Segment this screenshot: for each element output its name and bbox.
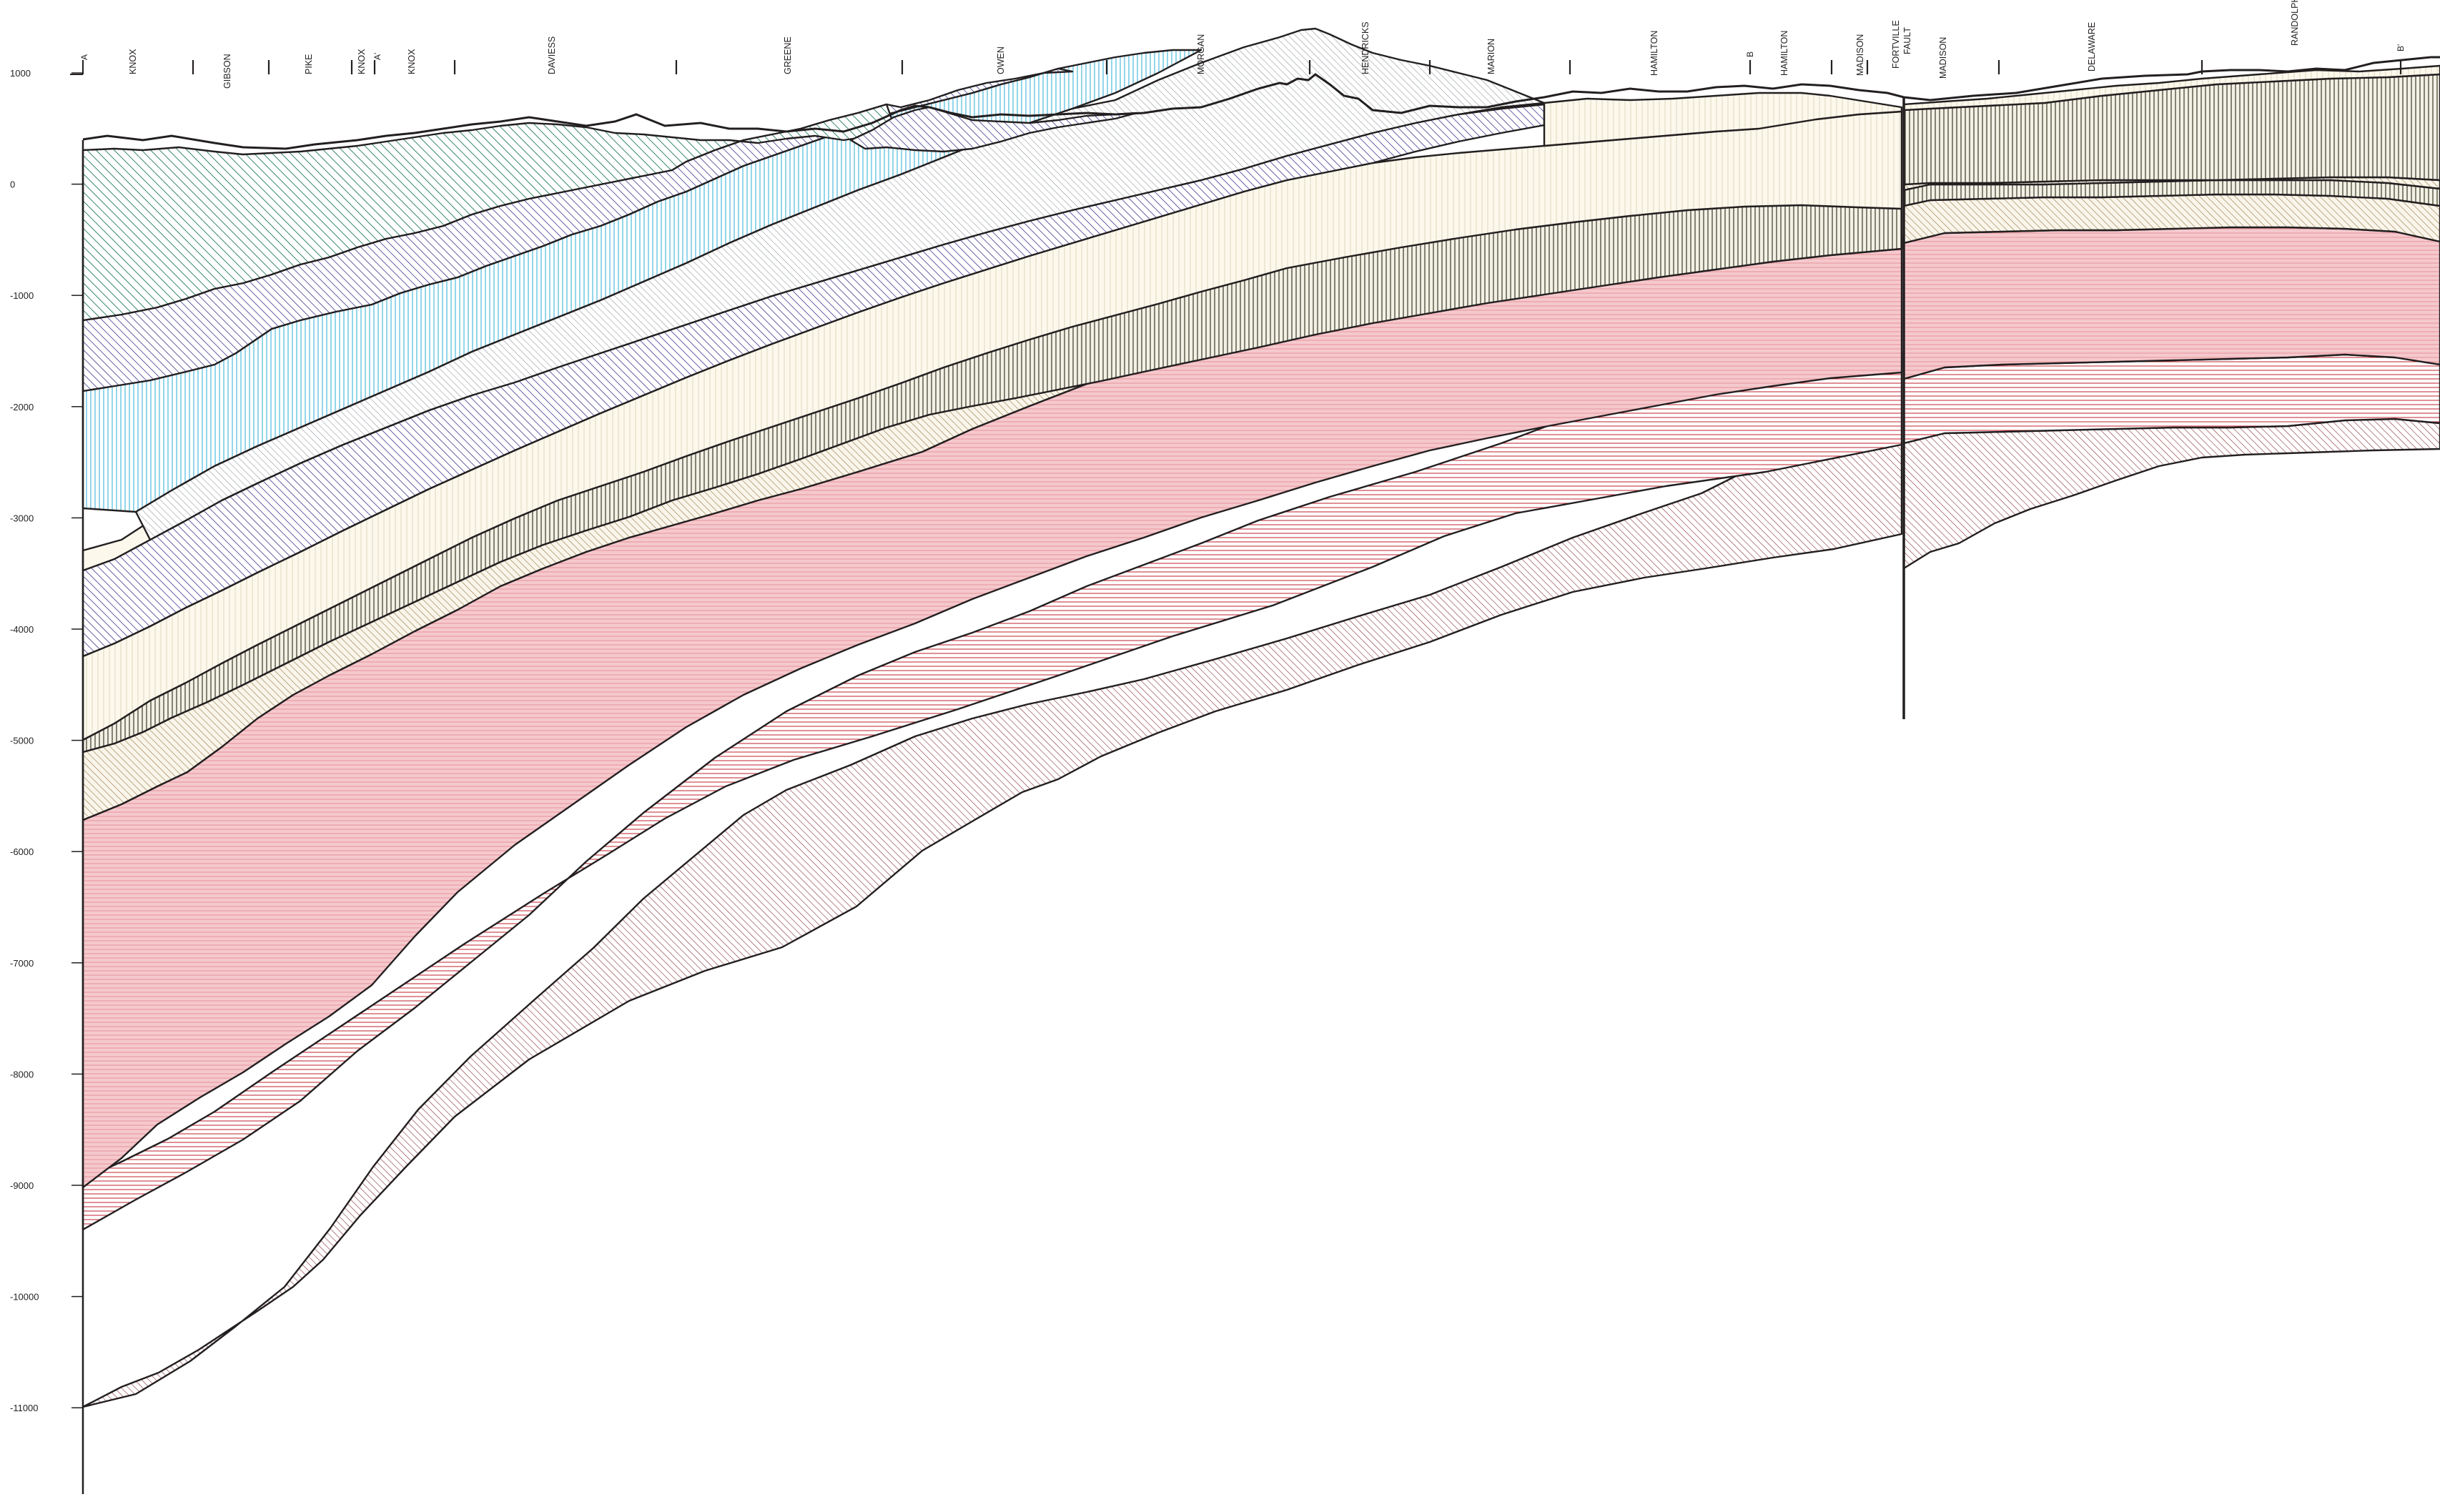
- east-section: [1902, 64, 2440, 570]
- ground-surface: [82, 56, 2440, 150]
- elevation-tick-label: -3000: [10, 513, 34, 523]
- county-label: MARION: [1486, 39, 1496, 74]
- elevation-tick-label: -4000: [10, 624, 34, 635]
- east-unit-cream: [1902, 64, 2440, 112]
- elevation-tick-label: -11000: [10, 1403, 39, 1413]
- county-label: MADISON: [1855, 34, 1865, 76]
- unit-green: [82, 103, 895, 322]
- section-label-b-prime: B': [2396, 44, 2406, 51]
- county-label: DELAWARE: [2087, 22, 2097, 71]
- county-label: GREENE: [783, 36, 793, 74]
- elevation-tick-label: 0: [10, 179, 15, 190]
- elevation-tick-label: 1000: [10, 68, 31, 79]
- elevation-tick-label: -1000: [10, 290, 34, 301]
- elevation-ticks: 1000 0 -1000 -2000 -3000 -4000 -5000 -6000 -7000…: [10, 68, 83, 1413]
- county-label: HAMILTON: [1649, 31, 1659, 76]
- elevation-tick-label: -8000: [10, 1069, 34, 1079]
- fault-label-line1: FORTVILLE: [1891, 20, 1901, 69]
- county-label: OWEN: [996, 46, 1006, 74]
- section-label-a-prime: A': [372, 53, 382, 60]
- county-label: KNOX: [407, 49, 417, 74]
- elevation-tick-label: -2000: [10, 402, 34, 412]
- east-unit-maroon: [1902, 417, 2440, 570]
- county-label: KNOX: [357, 49, 367, 74]
- elevation-tick-label: -6000: [10, 846, 34, 857]
- elevation-tick-label: -5000: [10, 736, 34, 746]
- county-ticks: KNOX GIBSON PIKE KNOX KNOX DAVIESS GREENE OWEN M…: [70, 0, 2402, 89]
- county-label: MORGAN: [1196, 34, 1206, 74]
- county-label: PIKE: [304, 54, 314, 75]
- elevation-tick-label: -9000: [10, 1180, 34, 1191]
- county-label: HAMILTON: [1779, 31, 1789, 76]
- elevation-tick-label: -10000: [10, 1292, 39, 1303]
- unit-cream-upper: [1543, 92, 1903, 147]
- county-label: KNOX: [128, 49, 138, 74]
- section-label-a: A: [79, 54, 89, 60]
- county-label: DAVIESS: [547, 36, 557, 74]
- county-label: GIBSON: [222, 54, 232, 89]
- county-label: MADISON: [1938, 37, 1948, 79]
- county-label: RANDOLPH: [2290, 0, 2300, 46]
- elevation-tick-label: -7000: [10, 958, 34, 969]
- unit-gray: [134, 27, 1546, 541]
- county-label: HENDRICKS: [1360, 21, 1370, 74]
- east-unit-pink: [1902, 226, 2440, 380]
- east-unit-olive: [1902, 73, 2440, 186]
- west-section: [82, 27, 1903, 1408]
- section-label-b: B: [1745, 51, 1755, 57]
- fault-label-line2: FAULT: [1902, 27, 1912, 54]
